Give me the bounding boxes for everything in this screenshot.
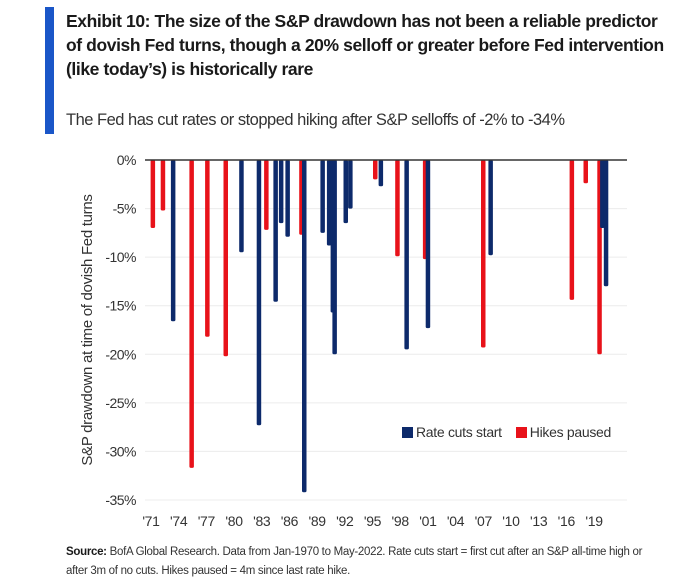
bar-hikes-paused: [189, 160, 194, 468]
bar-hikes-paused: [205, 160, 210, 337]
bar-rate-cuts-start: [378, 160, 384, 187]
source-label: Source:: [66, 546, 107, 558]
x-tick-label: '71: [142, 513, 160, 529]
bar-rate-cuts-start: [256, 160, 262, 426]
bar-hikes-paused: [395, 160, 400, 257]
gridlines: [145, 208, 627, 501]
x-tick-label: '98: [392, 513, 410, 529]
legend-label-rate-cuts: Rate cuts start: [416, 424, 502, 440]
x-tick-label: '16: [558, 513, 576, 529]
y-tick-label: -25%: [105, 395, 136, 411]
bar-rate-cuts-start: [332, 160, 337, 355]
legend-swatch-hikes-paused: [515, 426, 527, 438]
x-tick-label: '01: [419, 513, 437, 529]
bars: [150, 160, 609, 493]
y-tick-label: -35%: [105, 492, 136, 508]
x-axis-ticks: '71 '74 '77 '80 '83 '86 '89 '92 '95 '98 '01 '04 '07 '…: [142, 513, 603, 529]
bar-rate-cuts-start: [600, 160, 605, 228]
bar-hikes-paused: [373, 160, 378, 180]
x-tick-label: '95: [364, 513, 382, 529]
bar-rate-cuts-start: [170, 160, 176, 322]
bar-rate-cuts-start: [326, 160, 332, 246]
bar-rate-cuts-start: [343, 160, 348, 224]
legend-item-rate-cuts: Rate cuts start: [402, 424, 502, 440]
x-tick-label: '80: [225, 513, 243, 529]
x-tick-label: '19: [585, 513, 603, 529]
y-tick-label: -20%: [105, 346, 136, 362]
bar-hikes-paused: [569, 160, 575, 300]
bar-hikes-paused: [160, 160, 166, 211]
chart-subtitle: The Fed has cut rates or stopped hiking …: [66, 111, 565, 129]
y-tick-label: -10%: [105, 249, 136, 265]
bar-rate-cuts-start: [302, 160, 307, 493]
bar-hikes-paused: [481, 160, 486, 348]
bar-hikes-paused: [150, 160, 156, 228]
y-tick-label: 0%: [117, 152, 136, 168]
legend-item-hikes-paused: Hikes paused: [515, 424, 612, 440]
x-tick-label: '04: [447, 513, 465, 529]
bar-rate-cuts-start: [603, 160, 609, 287]
x-tick-label: '89: [308, 513, 326, 529]
bar-rate-cuts-start: [320, 160, 325, 233]
x-tick-label: '86: [281, 513, 299, 529]
exhibit-title: Exhibit 10: The size of the S&P drawdown…: [66, 11, 664, 79]
bar-hikes-paused: [583, 160, 588, 184]
bar-rate-cuts-start: [239, 160, 244, 253]
bar-rate-cuts-start: [348, 160, 353, 209]
y-axis-ticks: 0% -5% -10% -15% -20% -25% -30% -35%: [105, 152, 136, 508]
chart-legend: Rate cuts start Hikes paused: [402, 424, 625, 440]
bar-hikes-paused: [264, 160, 269, 230]
x-tick-label: '77: [198, 513, 216, 529]
x-tick-label: '92: [336, 513, 354, 529]
x-tick-label: '07: [475, 513, 493, 529]
y-tick-label: -5%: [113, 201, 136, 217]
x-tick-label: '10: [502, 513, 520, 529]
x-tick-label: '74: [170, 513, 188, 529]
bar-rate-cuts-start: [278, 160, 284, 224]
bar-rate-cuts-start: [404, 160, 409, 350]
exhibit-accent-bar: [45, 7, 54, 134]
bar-hikes-paused: [223, 160, 228, 357]
y-tick-label: -15%: [105, 298, 136, 314]
y-tick-label: -30%: [105, 443, 136, 459]
source-text: BofA Global Research. Data from Jan-1970…: [66, 546, 643, 577]
bar-rate-cuts-start: [425, 160, 431, 329]
legend-label-hikes-paused: Hikes paused: [529, 424, 612, 440]
bar-chart: 0%-5%-10%-15%-20%-25%-30%-35% '71'74'77 '…: [79, 152, 627, 529]
bar-rate-cuts-start: [285, 160, 290, 237]
x-tick-label: '83: [253, 513, 271, 529]
y-axis-label: S&P drawdown at time of dovish Fed turns: [79, 194, 96, 465]
bar-rate-cuts-start: [273, 160, 278, 302]
bar-rate-cuts-start: [488, 160, 493, 256]
chart-footer: Source: BofA Global Research. Data from …: [66, 543, 666, 581]
x-tick-label: '13: [530, 513, 548, 529]
legend-swatch-rate-cuts: [402, 426, 413, 438]
